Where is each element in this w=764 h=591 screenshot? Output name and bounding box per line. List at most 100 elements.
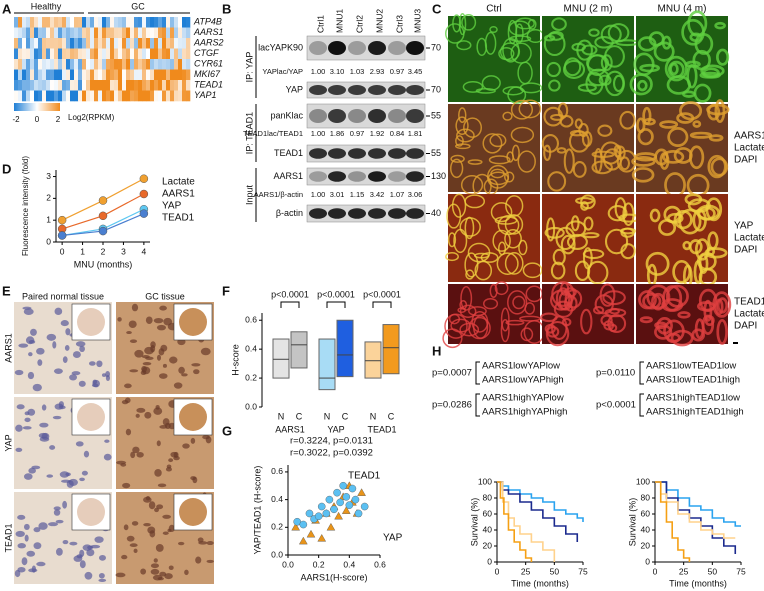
x-subcategory-label: C bbox=[342, 411, 349, 421]
heatmap-cell bbox=[162, 38, 167, 49]
tissue-texture bbox=[587, 68, 610, 87]
mw-label: 55 bbox=[431, 110, 441, 120]
heatmap-cell bbox=[182, 90, 187, 102]
tissue-texture bbox=[588, 28, 600, 37]
heatmap-cell bbox=[178, 69, 183, 81]
nucleus bbox=[144, 346, 154, 355]
nucleus bbox=[28, 340, 36, 344]
heatmap-cell bbox=[86, 90, 91, 102]
tissue-texture bbox=[445, 252, 459, 262]
tissue-texture bbox=[600, 24, 622, 45]
tissue-texture bbox=[544, 226, 565, 239]
heatmap-cell bbox=[186, 48, 191, 60]
heatmap-cell bbox=[54, 90, 59, 102]
nucleus bbox=[27, 371, 35, 380]
band bbox=[368, 208, 386, 219]
ratio-value: 1.86 bbox=[330, 129, 345, 138]
nucleus bbox=[15, 447, 23, 453]
tissue-texture bbox=[456, 128, 475, 143]
legend-entry: AARS1highTEAD1high bbox=[646, 407, 744, 418]
stain-legend: Lactate bbox=[734, 143, 764, 154]
nucleus bbox=[126, 535, 135, 542]
heatmap-cell bbox=[94, 69, 99, 81]
tissue-texture bbox=[504, 228, 522, 249]
tissue-texture bbox=[586, 54, 608, 76]
tissue-texture bbox=[545, 320, 570, 347]
heatmap-cell bbox=[70, 90, 75, 102]
nucleus bbox=[24, 534, 29, 542]
nucleus bbox=[125, 428, 132, 436]
heatmap-cell bbox=[110, 48, 115, 60]
gene-label: YAP1 bbox=[194, 90, 217, 100]
heatmap-cell bbox=[122, 80, 127, 91]
nucleus bbox=[128, 320, 137, 329]
ratio-value: 3.06 bbox=[408, 190, 423, 199]
tissue-texture bbox=[631, 156, 656, 167]
tissue-texture bbox=[699, 71, 721, 79]
heatmap-cell bbox=[38, 17, 43, 28]
nucleus bbox=[155, 544, 164, 552]
heatmap-cell bbox=[94, 90, 99, 102]
heatmap-cell bbox=[118, 59, 123, 70]
heatmap-cell bbox=[114, 17, 119, 28]
nucleus bbox=[46, 474, 54, 478]
tissue-texture bbox=[678, 208, 702, 235]
heatmap-cell bbox=[34, 90, 39, 102]
heatmap-cell bbox=[102, 38, 107, 49]
tissue-texture bbox=[634, 152, 658, 162]
nucleus bbox=[165, 467, 172, 472]
tissue-texture bbox=[667, 127, 689, 147]
heatmap-cell bbox=[98, 59, 103, 70]
tissue-texture bbox=[707, 154, 727, 179]
heatmap-cell bbox=[78, 48, 83, 60]
nucleus bbox=[82, 544, 92, 551]
legend-entry: Lactate bbox=[162, 177, 195, 188]
heatmap-cell bbox=[58, 38, 63, 49]
nucleus bbox=[17, 543, 26, 549]
tissue-texture bbox=[484, 31, 497, 55]
tissue-texture bbox=[594, 294, 614, 315]
heatmap-cell bbox=[142, 80, 147, 91]
y-tick-label: 80 bbox=[641, 492, 651, 502]
stain-legend: Lactate bbox=[734, 309, 764, 320]
heatmap-cell bbox=[82, 48, 87, 60]
nucleus bbox=[168, 565, 174, 570]
heatmap-cell bbox=[138, 27, 143, 39]
heatmap-cell bbox=[110, 90, 115, 102]
band bbox=[368, 41, 386, 55]
nucleus bbox=[150, 568, 160, 575]
heatmap-cell bbox=[90, 17, 95, 28]
heatmap-cell bbox=[26, 27, 31, 39]
p-value: p<0.0001 bbox=[363, 289, 401, 299]
tissue-texture bbox=[488, 155, 511, 165]
tissue-texture bbox=[629, 73, 653, 96]
y-tick-label: 0 bbox=[645, 556, 650, 566]
heatmap-cell bbox=[14, 69, 19, 81]
heatmap-cell bbox=[126, 80, 131, 91]
legend-entry: AARS1 bbox=[162, 189, 195, 200]
heatmap-cell bbox=[62, 27, 67, 39]
heatmap-cell bbox=[18, 48, 23, 60]
tissue-texture bbox=[597, 124, 613, 137]
heatmap-cell bbox=[118, 69, 123, 81]
data-point bbox=[357, 488, 366, 496]
heatmap-cell bbox=[186, 90, 191, 102]
tissue-texture bbox=[456, 40, 472, 51]
nucleus bbox=[168, 458, 174, 463]
tissue-texture bbox=[698, 288, 718, 313]
heatmap-cell bbox=[114, 90, 119, 102]
band bbox=[406, 171, 424, 182]
heatmap-cell bbox=[138, 90, 143, 102]
mw-label: 40 bbox=[431, 208, 441, 218]
legend-entry: TEAD1 bbox=[162, 213, 195, 224]
nucleus bbox=[39, 436, 50, 442]
ratio-value: 0.97 bbox=[350, 129, 365, 138]
nucleus bbox=[162, 531, 169, 535]
survival-curve bbox=[655, 481, 737, 554]
tissue-texture bbox=[669, 62, 679, 76]
series-label: YAP bbox=[383, 533, 403, 544]
nucleus bbox=[133, 548, 138, 554]
nucleus bbox=[48, 522, 59, 527]
heatmap-cell bbox=[122, 59, 127, 70]
y-tick-label: 3 bbox=[46, 171, 51, 181]
